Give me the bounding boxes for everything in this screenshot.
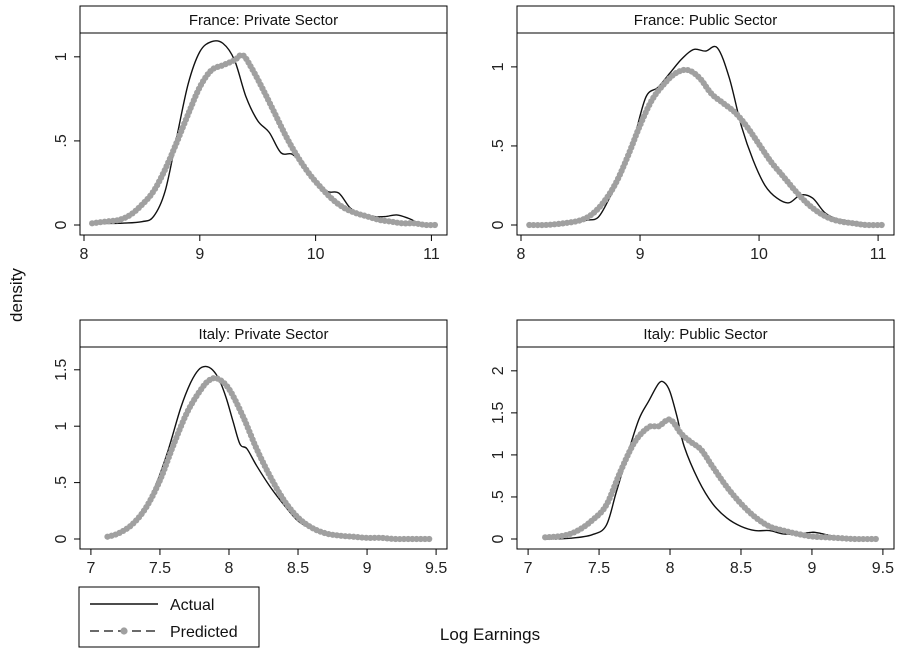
panel-frame [79, 5, 448, 236]
legend-predicted-marker [120, 627, 128, 635]
y-tick-label: 0 [53, 220, 70, 229]
x-tick-label: 7.5 [149, 560, 171, 577]
y-tick-label: 0 [53, 534, 70, 543]
x-tick-label: 7 [524, 560, 533, 577]
y-tick-label: 1 [490, 62, 507, 71]
series-actual-line [95, 40, 432, 226]
panel-frame [516, 5, 895, 236]
x-tick-label: 11 [423, 246, 440, 263]
x-tick-label: 9.5 [872, 560, 894, 577]
y-tick-label: 0 [490, 220, 507, 229]
legend: Actual Predicted [78, 586, 260, 648]
y-axis-title: density [7, 268, 26, 322]
series-predicted-markers [104, 375, 433, 543]
x-tick-label: 8 [666, 560, 675, 577]
legend-label-actual: Actual [170, 597, 214, 614]
y-tick-label: 1 [53, 52, 70, 61]
series-predicted-markers [542, 416, 879, 543]
y-tick-label: .5 [53, 476, 70, 489]
panel-frame [79, 319, 448, 550]
x-tick-label: 9 [636, 246, 645, 263]
x-axis-title: Log Earnings [440, 625, 540, 644]
series-predicted-markers [526, 66, 885, 229]
y-tick-label: 1.5 [490, 402, 507, 424]
x-tick-label: 9.5 [425, 560, 447, 577]
panel-title: Italy: Private Sector [198, 326, 328, 343]
y-tick-label: 1 [53, 422, 70, 431]
x-tick-label: 8 [225, 560, 234, 577]
predicted-point [431, 221, 438, 229]
legend-box [78, 586, 260, 648]
x-tick-label: 9 [195, 246, 204, 263]
legend-label-predicted: Predicted [170, 624, 238, 641]
y-tick-label: .5 [490, 490, 507, 503]
series-predicted-markers [89, 52, 438, 229]
x-tick-label: 7.5 [588, 560, 610, 577]
x-tick-label: 9 [807, 560, 816, 577]
panel-italy-private: Italy: Private Sector 7 7.5 8 8.5 9 9.5 0 .5 1 1.5 [53, 319, 448, 577]
panel-title: France: Private Sector [189, 12, 338, 29]
x-tick-label: 8.5 [730, 560, 752, 577]
y-tick-label: 1.5 [53, 359, 70, 381]
panel-italy-public: Italy: Public Sector 7 7.5 8 8.5 9 9.5 0 .5 1 1.5 2 [490, 319, 895, 577]
x-tick-label: 10 [750, 246, 768, 263]
panel-title: France: Public Sector [634, 12, 777, 29]
x-tick-label: 9 [363, 560, 372, 577]
x-tick-label: 8 [80, 246, 89, 263]
y-tick-label: 1 [490, 450, 507, 459]
y-tick-label: 0 [490, 534, 507, 543]
y-tick-label: .5 [53, 134, 70, 147]
x-tick-label: 8.5 [287, 560, 309, 577]
y-tick-label: 2 [490, 366, 507, 375]
predicted-point [426, 535, 433, 543]
panel-frame [516, 319, 895, 550]
y-tick-label: .5 [490, 139, 507, 152]
panel-france-private: France: Private Sector 8 9 10 11 0 .5 1 [53, 5, 448, 263]
x-tick-label: 11 [870, 246, 887, 263]
x-tick-label: 8 [517, 246, 526, 263]
x-tick-label: 10 [307, 246, 325, 263]
panel-title: Italy: Public Sector [643, 326, 767, 343]
predicted-point [878, 221, 885, 229]
panel-france-public: France: Public Sector 8 9 10 11 0 .5 1 [490, 5, 895, 263]
predicted-point [872, 535, 879, 543]
x-tick-label: 7 [86, 560, 95, 577]
